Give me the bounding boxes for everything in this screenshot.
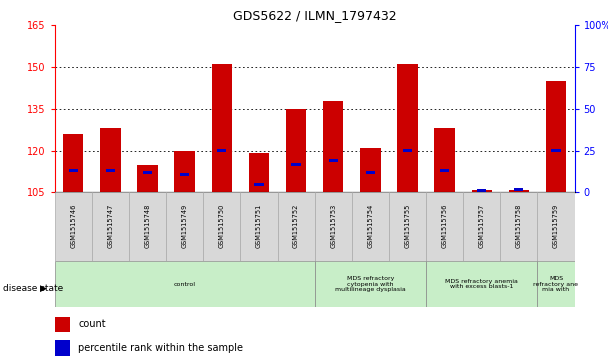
Bar [352, 192, 389, 261]
Text: MDS refractory anemia
with excess blasts-1: MDS refractory anemia with excess blasts… [445, 279, 518, 289]
Bar [106, 169, 115, 172]
Bar [100, 129, 120, 192]
Bar [472, 189, 492, 192]
Bar [537, 261, 575, 307]
Text: GSM1515748: GSM1515748 [145, 203, 151, 248]
Bar [463, 192, 500, 261]
Bar [366, 171, 375, 174]
Bar [291, 163, 301, 166]
Text: GDS5622 / ILMN_1797432: GDS5622 / ILMN_1797432 [233, 9, 396, 22]
Bar [254, 183, 263, 185]
Bar [546, 81, 566, 192]
Bar [509, 189, 529, 192]
Bar [212, 64, 232, 192]
Text: GSM1515749: GSM1515749 [182, 203, 188, 248]
Bar [434, 129, 455, 192]
Bar [389, 192, 426, 261]
Bar [360, 148, 381, 192]
Bar [500, 192, 537, 261]
Bar [440, 169, 449, 172]
Bar [180, 172, 189, 176]
Bar [249, 154, 269, 192]
Bar [55, 261, 315, 307]
Text: percentile rank within the sample: percentile rank within the sample [78, 343, 243, 353]
Bar [323, 101, 344, 192]
Text: GSM1515750: GSM1515750 [219, 203, 225, 248]
Text: GSM1515747: GSM1515747 [108, 203, 114, 248]
Bar [403, 149, 412, 152]
Bar [315, 261, 426, 307]
Text: GSM1515751: GSM1515751 [256, 203, 262, 248]
Bar [174, 151, 195, 192]
Bar [92, 192, 129, 261]
Text: GSM1515752: GSM1515752 [293, 203, 299, 248]
Bar [55, 340, 71, 356]
Text: GSM1515754: GSM1515754 [367, 203, 373, 248]
Bar [143, 171, 152, 174]
Bar [286, 109, 306, 192]
Bar [315, 192, 352, 261]
Bar [55, 192, 92, 261]
Text: disease state: disease state [3, 284, 63, 293]
Text: control: control [174, 282, 196, 286]
Bar [426, 192, 463, 261]
Text: GSM1515756: GSM1515756 [441, 203, 447, 248]
Bar [166, 192, 203, 261]
Bar [63, 134, 83, 192]
Text: MDS refractory
cytopenia with
multilineage dysplasia: MDS refractory cytopenia with multilinea… [335, 276, 406, 292]
Bar [397, 64, 418, 192]
Text: ▶: ▶ [40, 284, 46, 293]
Bar [129, 192, 166, 261]
Bar [551, 149, 561, 152]
Text: GSM1515753: GSM1515753 [330, 203, 336, 248]
Bar [69, 169, 78, 172]
Bar [426, 261, 537, 307]
Text: count: count [78, 319, 106, 330]
Bar [203, 192, 240, 261]
Text: MDS
refractory ane
mia with: MDS refractory ane mia with [533, 276, 578, 292]
Text: GSM1515757: GSM1515757 [478, 203, 485, 248]
Bar [277, 192, 314, 261]
Text: GSM1515755: GSM1515755 [404, 203, 410, 248]
Bar [537, 192, 575, 261]
Text: GSM1515758: GSM1515758 [516, 203, 522, 248]
Bar [328, 159, 338, 162]
Bar [477, 189, 486, 192]
Bar [137, 164, 157, 192]
Text: GSM1515746: GSM1515746 [71, 203, 76, 248]
Bar [217, 149, 226, 152]
Bar [240, 192, 277, 261]
Bar [55, 317, 71, 332]
Text: GSM1515759: GSM1515759 [553, 203, 559, 248]
Bar [514, 188, 523, 191]
